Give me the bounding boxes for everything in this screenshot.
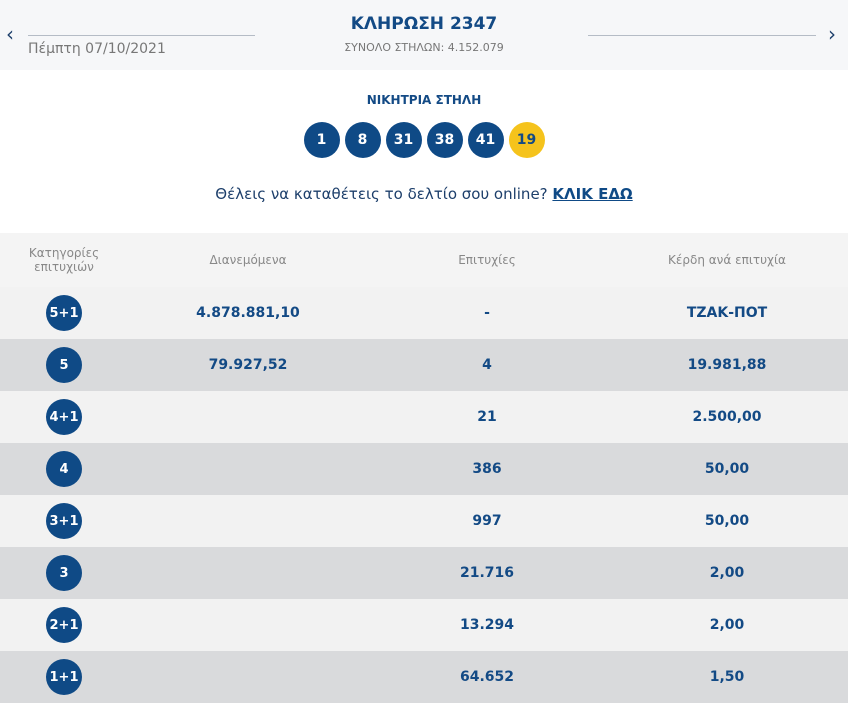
header-categories: Κατηγορίες επιτυχιών	[28, 246, 100, 274]
prev-draw-chevron-left-icon[interactable]: ‹	[6, 22, 14, 46]
table-row: 3 21.716 2,00	[0, 547, 848, 599]
table-row: 1+1 64.652 1,50	[0, 651, 848, 703]
winners-count: 997	[472, 513, 502, 529]
prize-table: Κατηγορίες επιτυχιών Διανεμόμενα Επιτυχί…	[0, 233, 848, 703]
category-cell: 2+1	[0, 607, 128, 643]
prize-per-winner: 50,00	[704, 461, 750, 477]
category-cell: 3+1	[0, 503, 128, 539]
table-row: 5+1 4.878.881,10 - ΤΖΑΚ-ΠΟΤ	[0, 287, 848, 339]
winners-count: 64.652	[459, 669, 515, 685]
prize-per-winner: 1,50	[709, 669, 745, 685]
divider	[588, 35, 816, 36]
prize-per-winner: 50,00	[704, 513, 750, 529]
prize-per-winner: 2,00	[709, 565, 745, 581]
category-badge: 5	[46, 347, 82, 383]
prize-per-winner: ΤΖΑΚ-ΠΟΤ	[686, 305, 768, 321]
winners-count: 21.716	[459, 565, 515, 581]
table-row: 4+1 21 2.500,00	[0, 391, 848, 443]
header-distributed: Διανεμόμενα	[209, 253, 287, 267]
table-row: 2+1 13.294 2,00	[0, 599, 848, 651]
category-badge: 4+1	[46, 399, 82, 435]
category-cell: 4+1	[0, 399, 128, 435]
winners-count: 13.294	[459, 617, 515, 633]
winners-count: 386	[472, 461, 502, 477]
draw-date: Πέμπτη 07/10/2021	[28, 41, 166, 57]
table-row: 4 386 50,00	[0, 443, 848, 495]
distributed-amount: 4.878.881,10	[196, 305, 300, 321]
number-ball: 38	[426, 122, 463, 158]
click-here-link[interactable]: ΚΛΙΚ ΕΔΩ	[552, 185, 633, 203]
distributed-amount: 79.927,52	[208, 357, 288, 373]
category-cell: 1+1	[0, 659, 128, 695]
prize-per-winner: 2,00	[709, 617, 745, 633]
next-draw-chevron-right-icon[interactable]: ›	[828, 22, 836, 46]
table-row: 5 79.927,52 4 19.981,88	[0, 339, 848, 391]
table-header: Κατηγορίες επιτυχιών Διανεμόμενα Επιτυχί…	[0, 233, 848, 287]
category-cell: 5	[0, 347, 128, 383]
total-columns: ΣΥΝΟΛΟ ΣΤΗΛΩΝ: 4.152.079	[344, 41, 504, 54]
category-badge: 1+1	[46, 659, 82, 695]
draw-header: ‹ › Πέμπτη 07/10/2021 ΚΛΗΡΩΣΗ 2347 ΣΥΝΟΛ…	[0, 0, 848, 70]
cta-text: Θέλεις να καταθέτεις το δελτίο σου onlin…	[215, 185, 548, 203]
category-badge: 3+1	[46, 503, 82, 539]
number-ball: 41	[467, 122, 504, 158]
number-ball: 1	[303, 122, 340, 158]
category-badge: 2+1	[46, 607, 82, 643]
online-cta: Θέλεις να καταθέτεις το δελτίο σου onlin…	[0, 185, 848, 203]
winning-label: ΝΙΚΗΤΡΙΑ ΣΤΗΛΗ	[366, 93, 482, 107]
joker-ball: 19	[508, 122, 545, 158]
table-row: 3+1 997 50,00	[0, 495, 848, 547]
divider	[28, 35, 255, 36]
prize-per-winner: 19.981,88	[687, 357, 767, 373]
winning-numbers: 1 8 31 38 41 19	[0, 122, 848, 158]
category-badge: 5+1	[46, 295, 82, 331]
prize-per-winner: 2.500,00	[692, 409, 762, 425]
winners-count: 21	[477, 409, 497, 425]
category-cell: 3	[0, 555, 128, 591]
number-ball: 8	[344, 122, 381, 158]
header-winners: Επιτυχίες	[458, 253, 516, 267]
header-prize: Κέρδη ανά επιτυχία	[668, 253, 786, 267]
category-badge: 3	[46, 555, 82, 591]
number-ball: 31	[385, 122, 422, 158]
category-cell: 5+1	[0, 295, 128, 331]
draw-title: ΚΛΗΡΩΣΗ 2347	[350, 14, 498, 34]
winners-count: -	[484, 305, 490, 321]
category-badge: 4	[46, 451, 82, 487]
category-cell: 4	[0, 451, 128, 487]
winners-count: 4	[482, 357, 492, 373]
